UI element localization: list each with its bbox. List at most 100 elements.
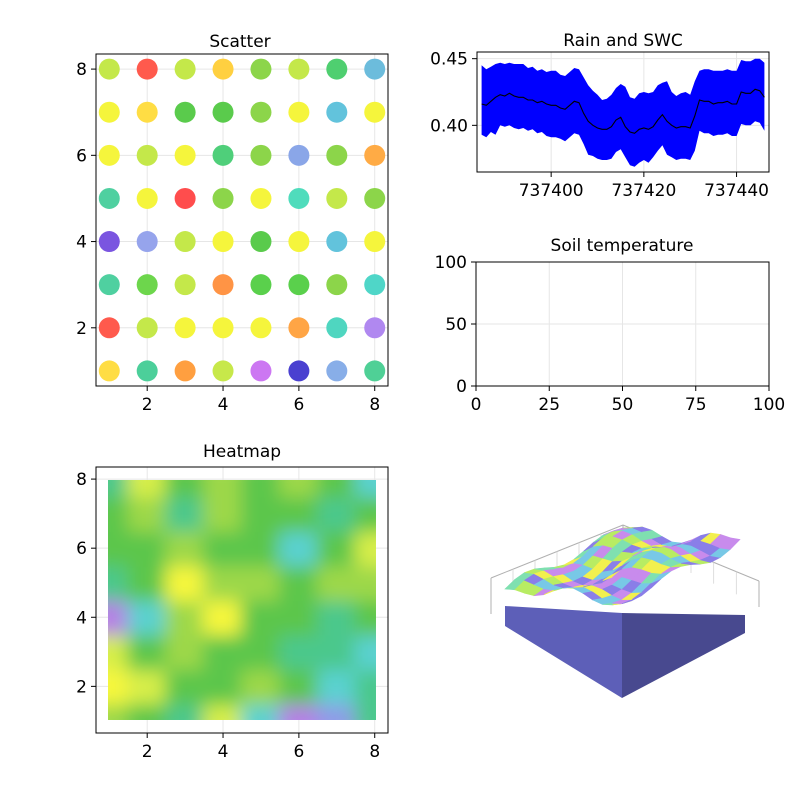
- heatmap-cell: [203, 668, 243, 705]
- heatmap-cell: [241, 495, 281, 532]
- soil-temperature-grid: [475, 261, 770, 387]
- scatter-y-tick-label: 8: [76, 60, 87, 80]
- scatter-point: [326, 144, 348, 166]
- heatmap-cell: [316, 480, 357, 498]
- heatmap-cell: [165, 633, 206, 671]
- scatter-point: [136, 101, 158, 123]
- surface-panel: [490, 524, 760, 698]
- heatmap-cell: [241, 480, 281, 498]
- heatmap-cell: [108, 633, 130, 671]
- scatter-point: [250, 187, 272, 209]
- heatmap-cell: [127, 564, 168, 601]
- scatter-point: [326, 317, 348, 339]
- scatter-point: [136, 58, 158, 80]
- heatmap-cell: [165, 495, 206, 532]
- heatmap-cell: [108, 668, 130, 705]
- scatter-x-ticks: 2 4 6 8: [142, 386, 380, 415]
- scatter-point: [174, 360, 196, 382]
- scatter-point: [98, 58, 120, 80]
- heatmap-title: Heatmap: [203, 442, 281, 462]
- heatmap-cell: [241, 564, 281, 601]
- scatter-x-tick-label: 2: [142, 395, 153, 415]
- scatter-point: [174, 317, 196, 339]
- scatter-point: [364, 144, 386, 166]
- surface-side-left: [505, 606, 622, 698]
- scatter-point: [250, 274, 272, 296]
- heatmap-cell: [354, 480, 376, 498]
- surface-patch: [719, 537, 741, 550]
- heatmap-cell: [241, 599, 281, 636]
- rain-swc-title: Rain and SWC: [563, 31, 683, 51]
- scatter-x-tick-label: 6: [293, 395, 304, 415]
- scatter-point: [250, 317, 272, 339]
- scatter-point: [136, 360, 158, 382]
- scatter-point: [212, 187, 234, 209]
- heatmap-y-tick-label: 4: [76, 608, 87, 628]
- scatter-point: [136, 144, 158, 166]
- scatter-grid: [96, 54, 388, 386]
- heatmap-cell: [278, 564, 319, 601]
- heatmap-cell: [316, 599, 357, 636]
- heatmap-cell: [127, 633, 168, 671]
- scatter-y-tick-label: 4: [76, 233, 87, 253]
- scatter-point: [212, 144, 234, 166]
- scatter-point: [98, 187, 120, 209]
- scatter-point: [326, 58, 348, 80]
- scatter-point: [364, 360, 386, 382]
- scatter-point: [364, 101, 386, 123]
- scatter-point: [364, 231, 386, 253]
- heatmap-cell: [165, 702, 206, 720]
- heatmap-y-tick-label: 8: [76, 470, 87, 490]
- scatter-point: [174, 101, 196, 123]
- heatmap-cell: [203, 564, 243, 601]
- scatter-point: [250, 360, 272, 382]
- scatter-point: [288, 231, 310, 253]
- scatter-point: [174, 231, 196, 253]
- soil-temperature-x-tick-label: 0: [471, 395, 482, 415]
- soil-temperature-y-tick-label: 0: [456, 377, 467, 397]
- heatmap-cell: [316, 633, 357, 671]
- heatmap-panel: Heatmap 2 4 6 8 2 4 6 8: [76, 442, 389, 762]
- heatmap-cell: [354, 599, 376, 636]
- rain-swc-x-tick-label: 737440: [704, 181, 769, 201]
- rain-swc-y-tick-label: 0.45: [430, 50, 468, 70]
- rain-swc-y-tick-label: 0.40: [430, 116, 468, 136]
- heatmap-cell: [278, 480, 319, 498]
- scatter-point: [136, 274, 158, 296]
- scatter-point: [136, 187, 158, 209]
- soil-temperature-x-tick-label: 50: [612, 395, 634, 415]
- heatmap-cell: [278, 599, 319, 636]
- scatter-point: [326, 360, 348, 382]
- soil-temperature-y-tick-label: 100: [435, 253, 467, 273]
- soil-temperature-y-ticks: 0 50 100: [435, 253, 476, 397]
- heatmap-cell: [108, 495, 130, 532]
- heatmap-x-tick-label: 2: [142, 742, 153, 762]
- rain-swc-x-tick-label: 737400: [519, 181, 584, 201]
- rain-swc-panel: Rain and SWC 737400 737420 737440 0.40 0.45: [430, 31, 770, 201]
- soil-temperature-panel: Soil temperature 0 25 50 75 100 0 50 100: [435, 236, 786, 415]
- heatmap-cell: [354, 495, 376, 532]
- scatter-point: [136, 317, 158, 339]
- scatter-y-tick-label: 2: [76, 319, 87, 339]
- heatmap-y-tick-label: 2: [76, 677, 87, 697]
- scatter-point: [212, 58, 234, 80]
- heatmap-cell: [316, 495, 357, 532]
- scatter-point: [288, 187, 310, 209]
- heatmap-cell: [241, 633, 281, 671]
- scatter-point: [212, 360, 234, 382]
- scatter-y-ticks: 2 4 6 8: [76, 60, 96, 339]
- heatmap-cell: [241, 668, 281, 705]
- scatter-panel: Scatter 2 4 6 8 2 4 6 8: [76, 32, 389, 415]
- heatmap-cell: [165, 529, 206, 567]
- soil-temperature-x-ticks: 0 25 50 75 100: [471, 386, 785, 415]
- scatter-point: [98, 231, 120, 253]
- heatmap-x-tick-label: 8: [369, 742, 380, 762]
- heatmap-x-tick-label: 6: [293, 742, 304, 762]
- heatmap-cell: [108, 480, 130, 498]
- heatmap-cell: [354, 668, 376, 705]
- soil-temperature-title: Soil temperature: [551, 236, 694, 256]
- heatmap-cell: [203, 633, 243, 671]
- scatter-point: [364, 274, 386, 296]
- heatmap-cell: [127, 702, 168, 720]
- scatter-title: Scatter: [209, 32, 270, 52]
